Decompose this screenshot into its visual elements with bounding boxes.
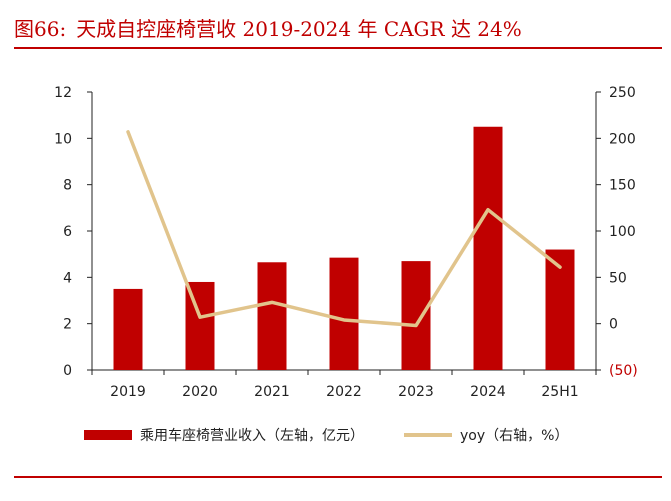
figure-title-text: 天成自控座椅营收 2019-2024 年 CAGR 达 24% — [76, 17, 522, 41]
right-axis-tick-label: 250 — [609, 85, 636, 101]
bar-2019 — [113, 288, 143, 370]
x-axis-tick-label: 2019 — [110, 384, 146, 400]
bar-25h1 — [545, 249, 575, 370]
x-axis-tick-label: 2022 — [326, 384, 362, 400]
right-axis-tick-label: 200 — [609, 131, 636, 147]
left-axis-tick-label: 8 — [63, 178, 72, 194]
right-axis-tick-label: 150 — [609, 178, 636, 194]
x-axis-tick-label: 2020 — [182, 384, 218, 400]
legend: 乘用车座椅营业收入（左轴，亿元） yoy（右轴，%） — [84, 424, 568, 446]
legend-line-swatch — [404, 433, 452, 437]
legend-bar-label: 乘用车座椅营业收入（左轴，亿元） — [140, 428, 364, 444]
legend-line-label: yoy（右轴，%） — [460, 428, 569, 444]
figure-title: 图66: 天成自控座椅营收 2019-2024 年 CAGR 达 24% — [14, 12, 522, 46]
bar-2024 — [473, 126, 503, 370]
bar-2021 — [257, 262, 287, 370]
top-rule — [14, 47, 662, 49]
left-axis-tick-label: 6 — [63, 224, 72, 240]
x-axis-tick-label: 2021 — [254, 384, 290, 400]
legend-bar-swatch — [84, 430, 132, 440]
right-axis-tick-label: 0 — [609, 317, 618, 333]
figure-label: 图66: — [14, 17, 67, 41]
left-axis-tick-label: 0 — [63, 363, 72, 379]
right-axis-tick-label: (50) — [609, 363, 638, 379]
left-axis-tick-label: 2 — [63, 317, 72, 333]
x-axis-tick-label: 2023 — [398, 384, 434, 400]
right-axis-tick-label: 50 — [609, 270, 627, 286]
x-axis-tick-label: 25H1 — [541, 384, 578, 400]
bar-2023 — [401, 261, 431, 370]
right-axis-tick-label: 100 — [609, 224, 636, 240]
left-axis-tick-label: 4 — [63, 270, 72, 286]
bottom-rule — [14, 476, 662, 478]
left-axis-tick-label: 10 — [54, 131, 72, 147]
left-axis-tick-label: 12 — [54, 85, 72, 101]
bar-2022 — [329, 257, 359, 370]
x-axis-tick-label: 2024 — [470, 384, 506, 400]
